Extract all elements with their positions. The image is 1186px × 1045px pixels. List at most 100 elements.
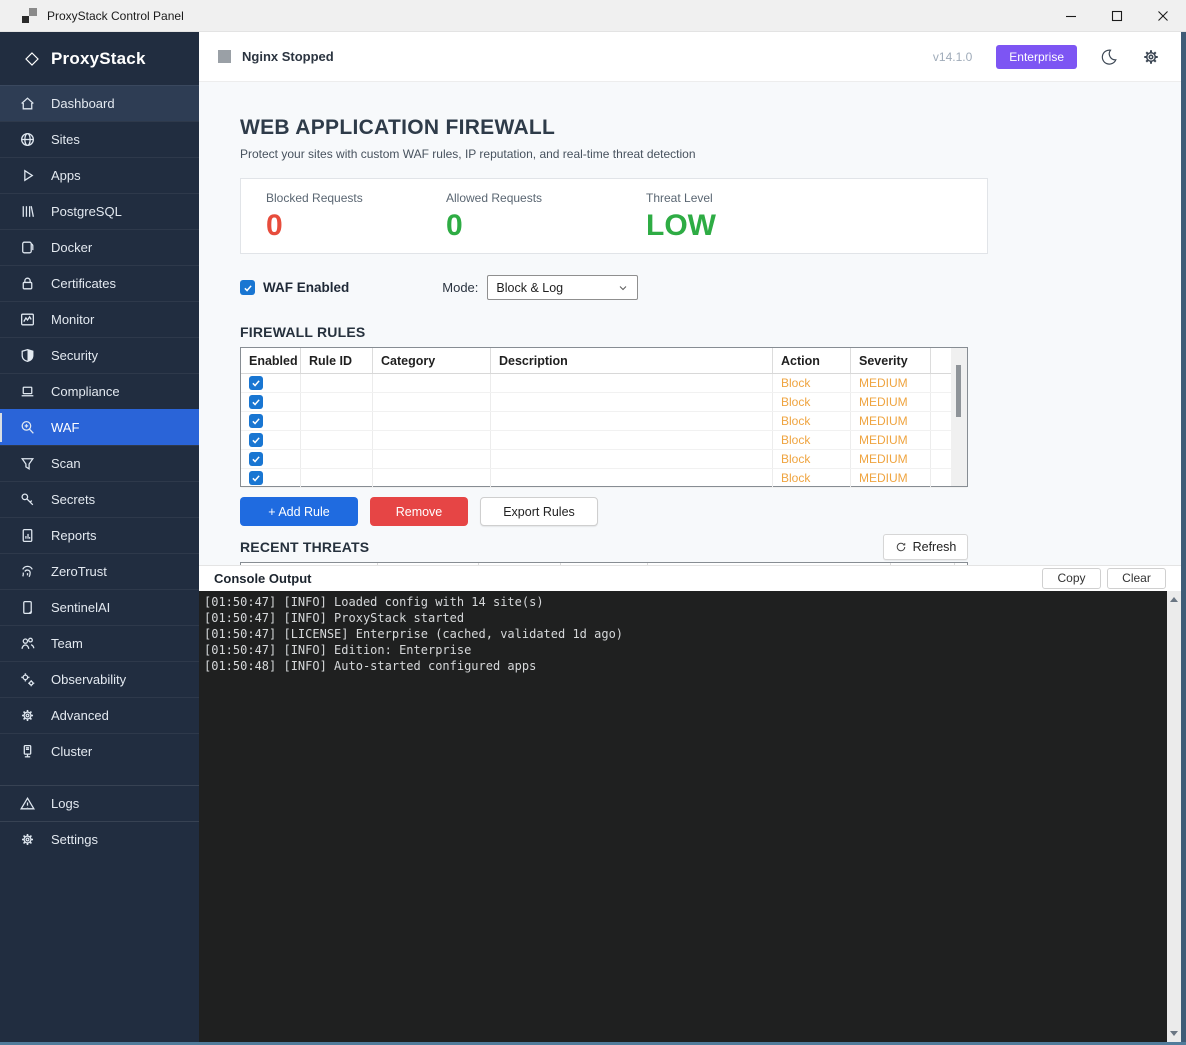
col-category: Category [373, 348, 491, 373]
sidebar-item-security[interactable]: Security [0, 337, 199, 373]
sidebar-item-monitor[interactable]: Monitor [0, 301, 199, 337]
document-icon [19, 599, 36, 616]
sidebar-item-label: Sites [51, 132, 80, 147]
rule-description-cell [491, 431, 773, 449]
sidebar-item-label: Advanced [51, 708, 109, 723]
edition-badge: Enterprise [996, 44, 1077, 69]
export-rules-button[interactable]: Export Rules [480, 497, 598, 526]
sidebar-item-zerotrust[interactable]: ZeroTrust [0, 553, 199, 589]
rule-row[interactable]: Block MEDIUM [241, 469, 967, 488]
sidebar-item-settings[interactable]: Settings [0, 821, 199, 857]
col-rule-id: Rule ID [301, 348, 373, 373]
container-icon [19, 239, 36, 256]
close-icon [1158, 10, 1168, 21]
sidebar-item-advanced[interactable]: Advanced [0, 697, 199, 733]
check-icon [252, 399, 260, 406]
sidebar-item-postgresql[interactable]: PostgreSQL [0, 193, 199, 229]
funnel-icon [19, 455, 36, 472]
rule-row[interactable]: Block MEDIUM [241, 431, 967, 450]
sidebar-item-label: Security [51, 348, 98, 363]
console-scrollbar[interactable] [1167, 590, 1181, 1042]
rule-enabled-checkbox[interactable] [249, 452, 263, 466]
sidebar-item-certificates[interactable]: Certificates [0, 265, 199, 301]
sidebar-item-team[interactable]: Team [0, 625, 199, 661]
check-icon [252, 437, 260, 444]
sidebar-item-apps[interactable]: Apps [0, 157, 199, 193]
sidebar-item-waf[interactable]: WAF [0, 409, 199, 445]
rule-enabled-checkbox[interactable] [249, 471, 263, 485]
sidebar-item-dashboard[interactable]: Dashboard [0, 85, 199, 121]
sidebar-item-label: WAF [51, 420, 80, 435]
warning-icon [19, 795, 36, 812]
rule-action-cell: Block [773, 450, 851, 468]
sidebar-item-cluster[interactable]: Cluster [0, 733, 199, 769]
sidebar-item-sites[interactable]: Sites [0, 121, 199, 157]
scroll-up-icon[interactable] [1170, 596, 1178, 602]
rules-scrollbar-thumb[interactable] [956, 365, 961, 417]
app-icon [22, 8, 37, 23]
rule-enabled-checkbox[interactable] [249, 376, 263, 390]
console-header: Console Output Copy Clear [199, 564, 1181, 591]
maximize-button[interactable] [1094, 0, 1140, 31]
sidebar-item-sentinelai[interactable]: SentinelAI [0, 589, 199, 625]
rule-description-cell [491, 469, 773, 487]
brand-name: ProxyStack [51, 48, 146, 68]
add-rule-button[interactable]: + Add Rule [240, 497, 358, 526]
gear-icon [19, 831, 36, 848]
sidebar-item-reports[interactable]: Reports [0, 517, 199, 553]
rule-description-cell [491, 450, 773, 468]
close-button[interactable] [1140, 0, 1186, 31]
sidebar-item-docker[interactable]: Docker [0, 229, 199, 265]
sidebar-nav: Dashboard Sites Apps PostgreSQL Docker Certif… [0, 85, 199, 769]
main-area: Nginx Stopped v14.1.0 Enterprise WEB APP… [199, 32, 1181, 1042]
rule-row[interactable]: Block MEDIUM [241, 412, 967, 431]
col-time: Time [241, 563, 378, 565]
refresh-button[interactable]: Refresh [883, 534, 968, 560]
rule-enabled-checkbox[interactable] [249, 395, 263, 409]
gears-icon [19, 671, 36, 688]
shield-icon [19, 347, 36, 364]
rule-category-cell [373, 374, 491, 392]
waf-enabled-checkbox[interactable] [240, 280, 255, 295]
sidebar-item-compliance[interactable]: Compliance [0, 373, 199, 409]
copy-button[interactable]: Copy [1042, 567, 1101, 589]
settings-button[interactable] [1139, 45, 1163, 69]
rule-action-cell: Block [773, 374, 851, 392]
sidebar-item-label: Dashboard [51, 96, 115, 111]
rule-row[interactable]: Block MEDIUM [241, 374, 967, 393]
minimize-button[interactable] [1048, 0, 1094, 31]
sidebar-item-secrets[interactable]: Secrets [0, 481, 199, 517]
rule-row[interactable]: Block MEDIUM [241, 450, 967, 469]
sidebar-item-logs[interactable]: Logs [0, 785, 199, 821]
rule-enabled-checkbox[interactable] [249, 414, 263, 428]
rule-filler-cell [931, 431, 951, 449]
sidebar: ProxyStack Dashboard Sites Apps PostgreSQL D… [0, 32, 199, 1042]
sidebar-item-observability[interactable]: Observability [0, 661, 199, 697]
stat-value-threat-level: LOW [646, 209, 716, 242]
version-label: v14.1.0 [932, 49, 973, 64]
minimize-icon [1066, 15, 1076, 17]
rule-id-cell [301, 469, 373, 487]
mode-select-value: Block & Log [496, 280, 564, 295]
rule-row[interactable]: Block MEDIUM [241, 393, 967, 412]
threats-table-header: Time Source IP Rule Category Request Act… [241, 563, 967, 565]
rules-scrollbar[interactable] [951, 348, 967, 486]
page-title: WEB APPLICATION FIREWALL [240, 116, 556, 139]
stat-label-allowed: Allowed Requests [446, 191, 543, 205]
scroll-down-icon[interactable] [1170, 1031, 1178, 1036]
globe-icon [19, 131, 36, 148]
col-request: Request [648, 563, 891, 565]
rule-category-cell [373, 431, 491, 449]
database-icon [19, 203, 36, 220]
rule-description-cell [491, 412, 773, 430]
console-line: [01:50:47] [INFO] Edition: Enterprise [204, 642, 472, 657]
remove-rule-button[interactable]: Remove [370, 497, 468, 526]
col-enabled: Enabled [241, 348, 301, 373]
theme-toggle-button[interactable] [1097, 45, 1121, 69]
sidebar-item-scan[interactable]: Scan [0, 445, 199, 481]
clear-button[interactable]: Clear [1107, 567, 1166, 589]
rule-category-cell [373, 393, 491, 411]
rule-filler-cell [931, 393, 951, 411]
rule-enabled-checkbox[interactable] [249, 433, 263, 447]
mode-select[interactable]: Block & Log [487, 275, 639, 300]
